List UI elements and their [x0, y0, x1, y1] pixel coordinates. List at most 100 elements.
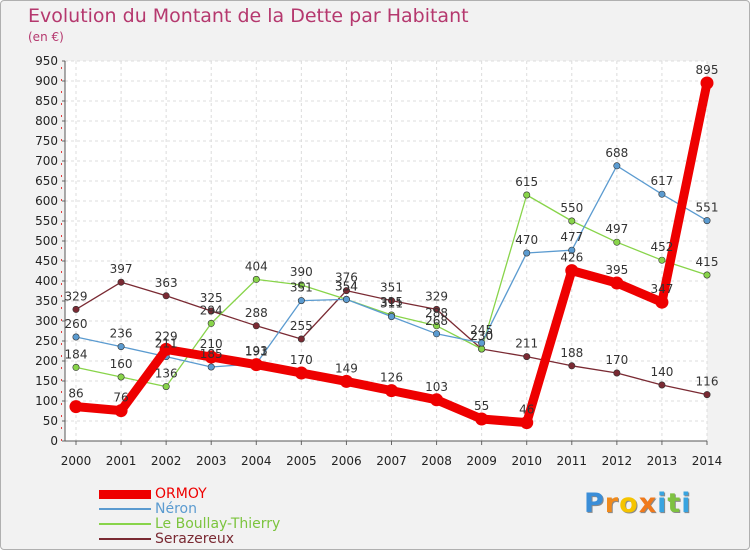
data-label-neron: 236	[110, 327, 133, 341]
point-ormoy	[294, 366, 308, 380]
point-le-boullay-thierry	[207, 319, 215, 327]
data-label-serazereux: 376	[335, 271, 358, 285]
point-serazereux	[72, 305, 80, 313]
y-tick-label: 200	[35, 354, 58, 368]
proxiti-logo: Proxiti	[584, 488, 692, 519]
point-le-boullay-thierry	[568, 217, 576, 225]
data-label-le-boullay-thierry: 294	[200, 303, 223, 317]
legend-label: Serazereux	[155, 531, 235, 547]
point-serazereux	[568, 362, 576, 370]
data-label-ormoy: 210	[200, 337, 223, 351]
point-ormoy	[520, 416, 534, 430]
logo-letter: x	[638, 488, 658, 519]
y-tick-label: 850	[35, 94, 58, 108]
point-neron	[478, 339, 486, 347]
point-le-boullay-thierry	[658, 256, 666, 264]
data-label-serazereux: 351	[380, 281, 403, 295]
x-tick-label: 2008	[421, 454, 452, 468]
y-tick-label: 900	[35, 74, 58, 88]
data-label-le-boullay-thierry: 184	[65, 347, 88, 361]
data-label-neron: 311	[380, 297, 403, 311]
point-neron	[342, 295, 350, 303]
data-label-neron: 193	[245, 344, 268, 358]
y-tick-label: 300	[35, 314, 58, 328]
series-layer	[69, 76, 714, 430]
x-tick-label: 2007	[376, 454, 407, 468]
point-neron	[207, 363, 215, 371]
data-label-ormoy: 126	[380, 371, 403, 385]
logo-letter: r	[604, 488, 620, 519]
point-ormoy	[69, 400, 83, 414]
legend-swatch	[99, 489, 151, 499]
data-label-ormoy: 395	[605, 263, 628, 277]
legend-label: ORMOY	[155, 486, 207, 502]
x-tick-label: 2004	[241, 454, 272, 468]
point-neron	[117, 343, 125, 351]
point-neron	[568, 246, 576, 254]
data-label-ormoy: 149	[335, 361, 358, 375]
point-serazereux	[523, 353, 531, 361]
legend-item-neron: Néron	[99, 501, 349, 517]
data-label-neron: 688	[605, 146, 628, 160]
point-serazereux	[387, 297, 395, 305]
point-serazereux	[433, 305, 441, 313]
point-le-boullay-thierry	[252, 275, 260, 283]
y-tick-label: 500	[35, 234, 58, 248]
point-ormoy	[430, 393, 444, 407]
legend-label: Néron	[155, 501, 197, 517]
point-ormoy	[339, 374, 353, 388]
point-neron	[433, 330, 441, 338]
point-le-boullay-thierry	[433, 322, 441, 330]
point-le-boullay-thierry	[162, 383, 170, 391]
point-le-boullay-thierry	[297, 281, 305, 289]
x-tick-label: 2006	[331, 454, 362, 468]
point-serazereux	[297, 335, 305, 343]
y-tick-label: 600	[35, 194, 58, 208]
point-ormoy	[249, 358, 263, 372]
data-label-ormoy: 103	[425, 380, 448, 394]
data-label-le-boullay-thierry: 452	[650, 240, 673, 254]
point-serazereux	[252, 322, 260, 330]
point-neron	[613, 162, 621, 170]
legend-item-le-boullay-thierry: Le Boullay-Thierry	[99, 516, 349, 532]
x-tick-label: 2011	[557, 454, 588, 468]
point-ormoy	[475, 412, 489, 426]
data-label-ormoy: 426	[560, 251, 583, 265]
data-label-serazereux: 170	[605, 353, 628, 367]
point-ormoy	[385, 384, 398, 398]
y-tick-label: 50	[43, 414, 58, 428]
chart-subtitle: (en €)	[28, 30, 64, 44]
y-tick-label: 350	[35, 294, 58, 308]
data-label-serazereux: 363	[155, 276, 178, 290]
y-tick-label: 950	[35, 54, 58, 68]
data-label-serazereux: 288	[245, 306, 268, 320]
point-le-boullay-thierry	[117, 373, 125, 381]
x-tick-label: 2009	[466, 454, 497, 468]
data-label-serazereux: 329	[425, 289, 448, 303]
data-label-ormoy: 55	[474, 399, 489, 413]
y-tick-label: 650	[35, 174, 58, 188]
data-label-le-boullay-thierry: 230	[470, 329, 493, 343]
data-label-le-boullay-thierry: 315	[380, 295, 403, 309]
point-serazereux	[162, 292, 170, 300]
data-label-le-boullay-thierry: 354	[335, 279, 358, 293]
x-tick-label: 2002	[151, 454, 182, 468]
data-label-le-boullay-thierry: 615	[515, 175, 538, 189]
y-tick-label: 750	[35, 134, 58, 148]
x-tick-label: 2013	[647, 454, 678, 468]
data-label-serazereux: 325	[200, 291, 223, 305]
point-neron	[72, 333, 80, 341]
data-label-serazereux: 211	[515, 337, 538, 351]
point-serazereux	[117, 278, 125, 286]
point-neron	[297, 297, 305, 305]
data-label-neron: 185	[200, 347, 223, 361]
data-label-serazereux: 188	[560, 346, 583, 360]
data-label-serazereux: 140	[650, 365, 673, 379]
data-label-serazereux: 397	[110, 262, 133, 276]
data-label-neron: 551	[696, 201, 719, 215]
data-label-neron: 260	[65, 317, 88, 331]
point-le-boullay-thierry	[703, 271, 711, 279]
legend-swatch	[99, 523, 151, 525]
